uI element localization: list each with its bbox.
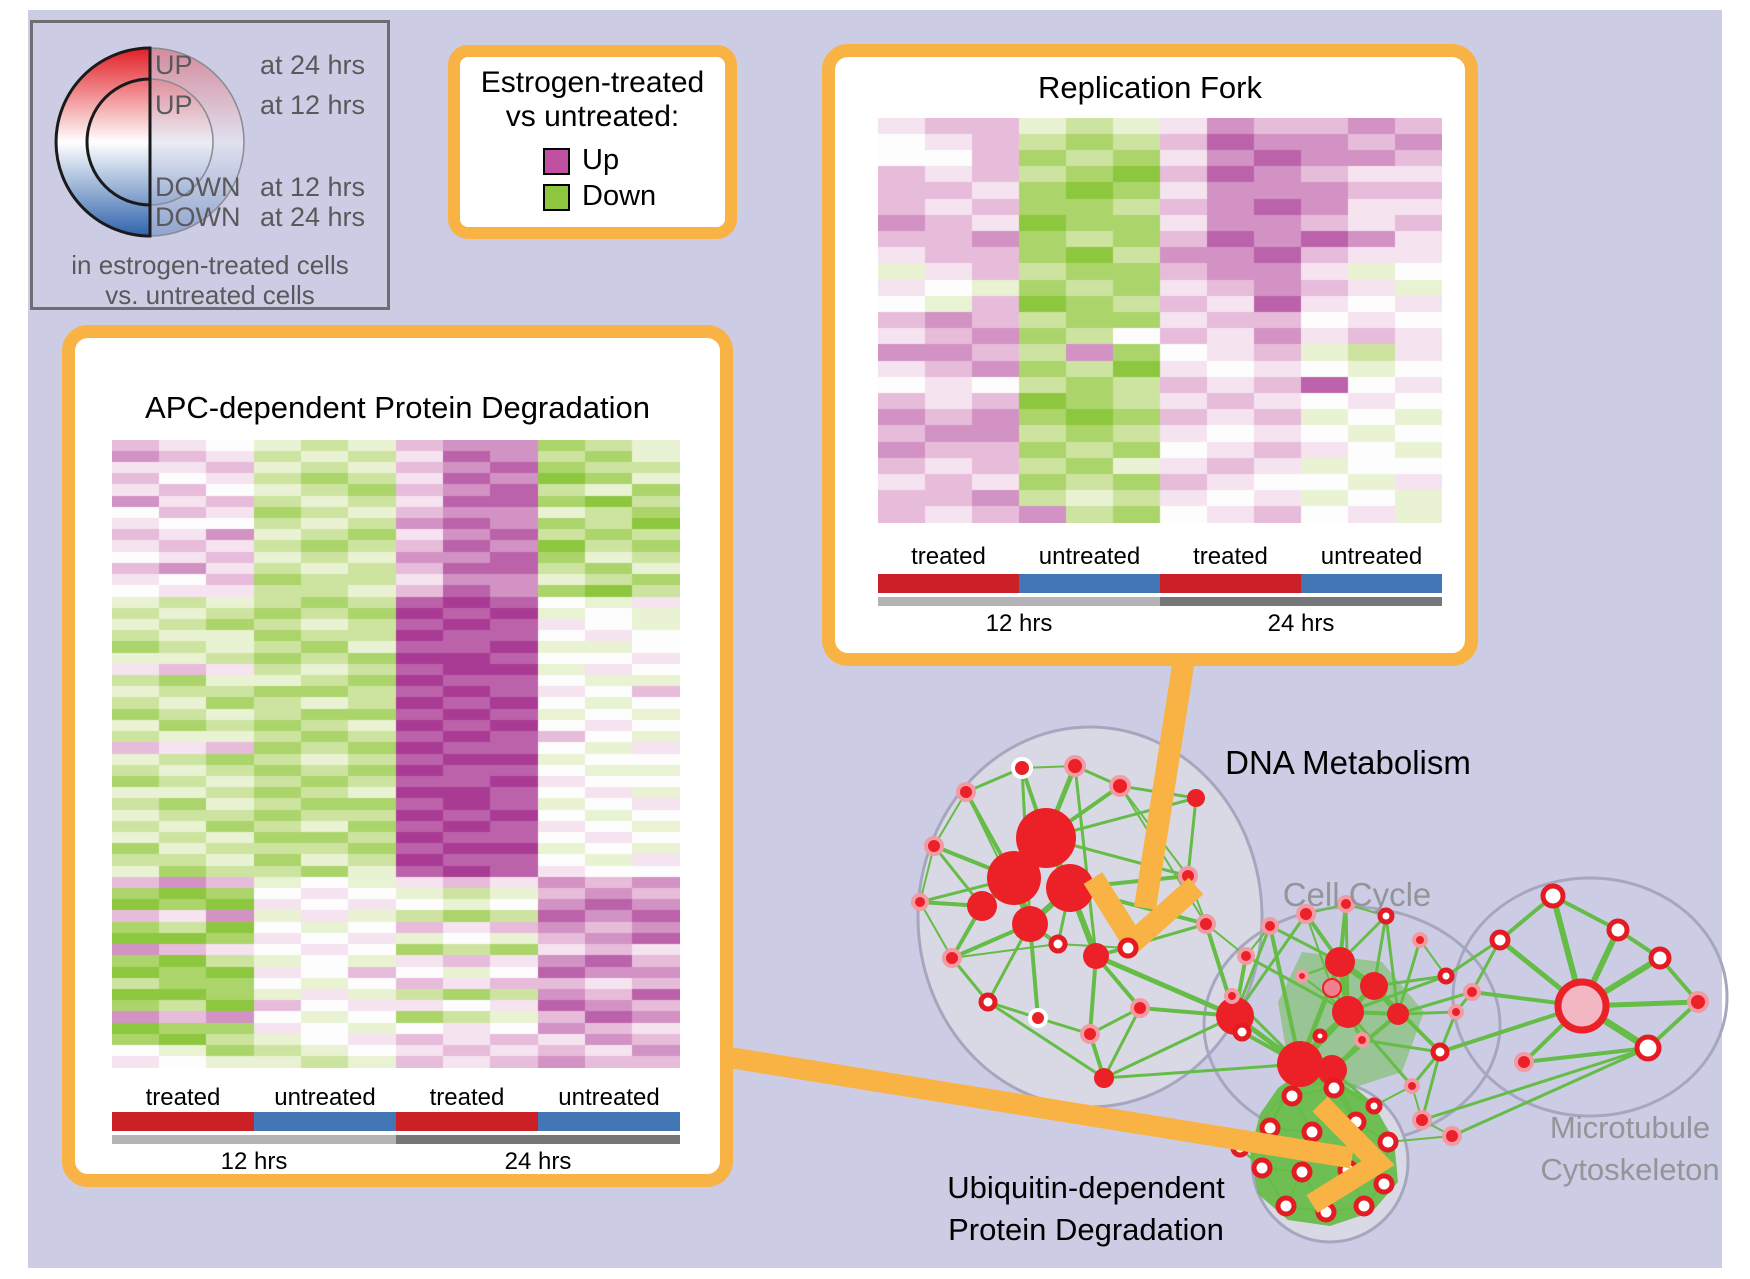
updown-legend-box [448,45,737,239]
replication-fork-heatmap [878,118,1442,523]
scale-caption-line1: in estrogen-treated cells [71,250,349,280]
scale-time-up12: at 12 hrs [259,90,365,120]
updown-legend-title-line2: vs untreated: [505,100,680,133]
scale-time-down24: at 24 hrs [259,202,365,232]
scale-legend-circle-icon [54,46,245,238]
rf-treated-bar-12 [878,574,1019,593]
down-swatch-icon [543,184,570,211]
scale-dir-down24: DOWN [155,202,241,232]
rf-treated-bar-24 [1160,574,1301,593]
cluster-label-dna-metabolism: DNA Metabolism [1225,744,1471,781]
apc-untreated-bar-24 [538,1112,680,1131]
rf-group-label-1: treated [911,543,986,570]
rf-group-label-2: untreated [1038,543,1141,570]
rf-24hrs-bar [1160,597,1442,606]
apc-untreated-bar-12 [254,1112,396,1131]
cluster-label-microtubule-line2: Cytoskeleton [1540,1152,1720,1187]
up-swatch-icon [543,148,570,175]
scale-legend-box [30,20,390,310]
apc-heatmap [112,440,680,1068]
scale-dir-up12: UP [155,90,193,120]
replication-fork-title: Replication Fork [1038,70,1262,105]
rf-group-label-3: treated [1193,543,1268,570]
rf-untreated-bar-24 [1301,574,1442,593]
rf-untreated-bar-12 [1019,574,1160,593]
apc-title: APC-dependent Protein Degradation [145,390,650,425]
apc-group-label-3: treated [429,1084,505,1111]
apc-group-label-4: untreated [558,1084,660,1111]
apc-treated-bar-12 [112,1112,254,1131]
down-label: Down [582,180,657,212]
apc-time-label-12: 12 hrs [220,1148,288,1175]
up-label: Up [582,144,620,176]
cluster-label-cell-cycle: Cell Cycle [1282,876,1432,913]
scale-time-down12: at 12 hrs [259,172,365,202]
rf-12hrs-bar [878,597,1160,606]
scale-caption-line2: vs. untreated cells [105,280,315,310]
updown-legend-title-line1: Estrogen-treated [480,66,705,99]
apc-treated-bar-24 [396,1112,538,1131]
apc-group-label-1: treated [145,1084,221,1111]
scale-dir-up24: UP [155,50,193,80]
cluster-label-microtubule-line1: Microtubule [1549,1110,1711,1145]
rf-time-label-24: 24 hrs [1267,610,1335,637]
apc-group-label-2: untreated [274,1084,376,1111]
apc-time-label-24: 24 hrs [504,1148,572,1175]
scale-dir-down12: DOWN [155,172,241,202]
cluster-label-ubiquitin-line1: Ubiquitin-dependent [947,1170,1225,1205]
apc-12hrs-bar [112,1135,396,1144]
apc-24hrs-bar [396,1135,680,1144]
scale-time-up24: at 24 hrs [259,50,365,80]
rf-time-label-12: 12 hrs [985,610,1053,637]
rf-group-label-4: untreated [1320,543,1423,570]
cluster-label-ubiquitin-line2: Protein Degradation [948,1212,1224,1247]
